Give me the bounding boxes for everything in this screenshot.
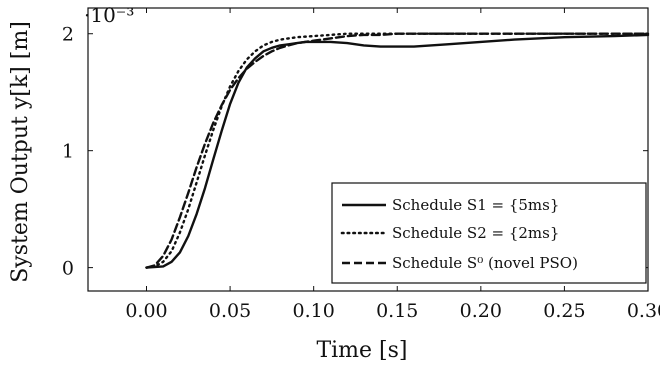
legend-label-s2: Schedule S2 = {2ms} <box>392 224 559 242</box>
y-axis-label: System Output y[k] [m] <box>8 21 33 283</box>
y-tick-label: 2 <box>62 24 74 46</box>
series-line-solid <box>145 33 650 269</box>
y-tick-label: 1 <box>62 141 74 163</box>
legend-entry-s1: Schedule S1 = {5ms} <box>342 196 559 214</box>
x-tick-label: 0.20 <box>460 300 502 322</box>
legend-entry-s2: Schedule S2 = {2ms} <box>340 224 559 242</box>
series-layer <box>145 32 650 269</box>
legend: Schedule S1 = {5ms} Schedule S2 = {2ms} … <box>331 182 647 284</box>
legend-label-s1: Schedule S1 = {5ms} <box>392 196 559 214</box>
x-tick-label: 0.30 <box>627 300 660 322</box>
legend-label-s0: Schedule S⁰ (novel PSO) <box>392 254 578 272</box>
y-tick-label: 0 <box>62 258 74 280</box>
x-axis-label: Time [s] <box>316 338 407 363</box>
x-tick-label: 0.25 <box>543 300 585 322</box>
series-line-dashed <box>145 32 650 269</box>
legend-entry-s0: Schedule S⁰ (novel PSO) <box>342 254 578 272</box>
axis-ticks: 0.00 0.05 0.10 0.15 0.20 0.25 0.30 0 1 2 <box>62 8 660 322</box>
x-tick-label: 0.00 <box>125 300 167 322</box>
plot-area: 0.00 0.05 0.10 0.15 0.20 0.25 0.30 0 1 2 <box>62 7 660 322</box>
plot-frame <box>87 7 649 292</box>
x-tick-label: 0.15 <box>376 300 418 322</box>
x-tick-label: 0.10 <box>293 300 335 322</box>
series-line-dotted <box>145 32 650 269</box>
x-tick-label: 0.05 <box>209 300 251 322</box>
y-axis-multiplier: ·10⁻³ <box>84 3 134 27</box>
